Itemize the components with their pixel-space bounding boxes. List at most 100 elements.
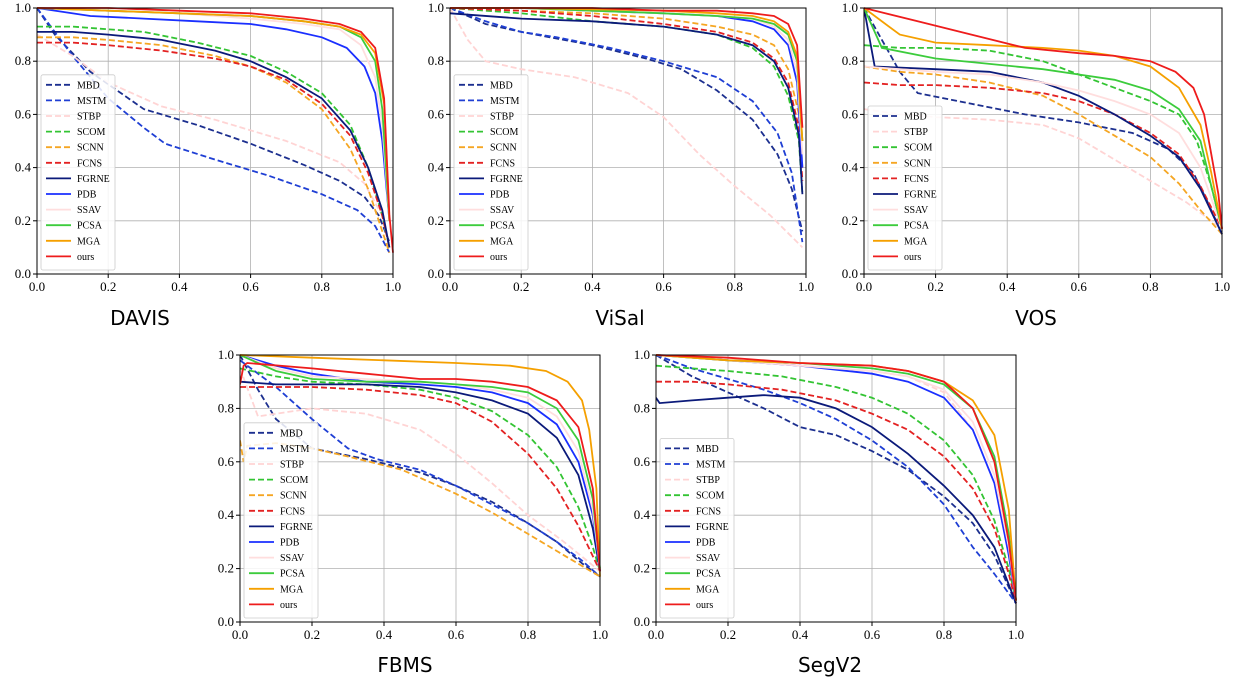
chart-panel-visal: 0.0 0.2 0.4 0.6 0.8 1.00.00.20.40.60.81.0MBDM… xyxy=(428,0,814,330)
panel-caption-fbms: FBMS xyxy=(377,653,432,677)
x-tick-label: 1.0 xyxy=(798,279,814,294)
chart-panel-vos: 0.0 0.2 0.4 0.6 0.8 1.0 0.0 0.2 0.4 0.6 0.8 1.0 MBD S… xyxy=(842,0,1230,330)
y-tick-label: 0.4 xyxy=(15,160,32,175)
legend-label-ssav: SSAV xyxy=(696,553,721,564)
series-line-ssav xyxy=(240,354,601,569)
legend-label-scom: SCOM xyxy=(77,127,105,138)
legend-label-pdb: PDB xyxy=(280,538,300,549)
legend-label-fgrne: FGRNE xyxy=(696,522,729,533)
series-line-ours xyxy=(37,7,394,253)
legend-label-scnn: SCNN xyxy=(280,491,307,502)
x-tick-label: 0.2 xyxy=(304,627,320,642)
series-line-fgrne xyxy=(240,380,601,572)
x-tick-label: 1.0 xyxy=(592,627,608,642)
x-tick-label: 0.0 xyxy=(442,279,458,294)
y-tick-label: 0.0 xyxy=(15,266,31,281)
legend-label-fcns: FCNS xyxy=(280,506,305,517)
legend-label-scnn: SCNN xyxy=(77,143,104,154)
series-line-scnn xyxy=(450,7,804,168)
y-tick-label: 0.8 xyxy=(634,400,650,415)
series-line-scom xyxy=(37,25,391,248)
plot-frame xyxy=(655,354,1017,623)
legend-label-ssav: SSAV xyxy=(280,553,305,564)
series-line-ours xyxy=(240,362,601,572)
series-line-mstm xyxy=(37,7,391,254)
chart-panel-davis: 0.0 0.2 0.4 0.6 0.8 1.00.00.20.40.60.81.0MBDM… xyxy=(15,0,401,330)
x-tick-label: 0.2 xyxy=(100,279,116,294)
legend-label-mbd: MBD xyxy=(280,428,303,439)
legend-label-scom: SCOM xyxy=(904,143,932,154)
legend-label-fgrne: FGRNE xyxy=(280,522,313,533)
plot-frame xyxy=(36,7,394,275)
y-tick-label: 0.0 xyxy=(842,266,858,281)
y-tick-label: 0.4 xyxy=(634,507,651,522)
legend-label-scnn: SCNN xyxy=(490,143,517,154)
plot-frame xyxy=(239,354,601,623)
y-tick-label: 1.0 xyxy=(218,347,234,362)
y-tick-label: 0.8 xyxy=(428,53,444,68)
x-tick-label: 0.4 xyxy=(584,279,601,294)
x-tick-label: 0.8 xyxy=(520,627,536,642)
legend-label-scnn: SCNN xyxy=(904,158,931,169)
y-tick-label: 0.2 xyxy=(428,213,444,228)
y-tick-label: 0.6 xyxy=(15,106,32,121)
panel-caption-davis: DAVIS xyxy=(110,306,170,330)
legend-label-pdb: PDB xyxy=(696,538,716,549)
x-tick-label: 0.6 xyxy=(864,627,881,642)
legend-label-ssav: SSAV xyxy=(490,205,515,216)
y-tick-label: 0.8 xyxy=(218,400,234,415)
series-line-mstm xyxy=(450,7,804,243)
y-tick-label: 0.2 xyxy=(15,213,31,228)
series-line-fcns xyxy=(864,81,1223,230)
legend-label-ours: ours xyxy=(696,600,713,611)
series-line-fgrne xyxy=(656,394,1017,604)
series-line-fcns xyxy=(37,41,391,248)
x-tick-label: 1.0 xyxy=(1214,279,1230,294)
legend-label-fcns: FCNS xyxy=(696,506,721,517)
legend-label-pdb: PDB xyxy=(77,190,97,201)
series-line-stbp xyxy=(37,33,391,248)
y-tick-label: 0.2 xyxy=(842,213,858,228)
x-tick-label: 0.6 xyxy=(448,627,465,642)
legend-label-pcsa: PCSA xyxy=(904,221,930,232)
legend-label-fcns: FCNS xyxy=(490,158,515,169)
series-line-stbp xyxy=(450,7,804,249)
chart-panel-segv2: 0.0 0.2 0.4 0.6 0.8 1.00.00.20.40.60.81.0MBDM… xyxy=(634,347,1024,677)
legend: MBD MSTM STBP SCOM SCNN FCNS FGRNE PDB SSAV PCSA M… xyxy=(453,74,529,271)
legend-label-fgrne: FGRNE xyxy=(904,190,937,201)
x-tick-label: 1.0 xyxy=(1008,627,1024,642)
plot-frame xyxy=(863,7,1223,275)
x-tick-label: 1.0 xyxy=(385,279,401,294)
legend-label-scom: SCOM xyxy=(280,475,308,486)
legend-label-mga: MGA xyxy=(77,236,101,247)
legend-label-scom: SCOM xyxy=(696,491,724,502)
x-tick-label: 0.4 xyxy=(999,279,1016,294)
y-tick-label: 1.0 xyxy=(634,347,650,362)
legend-label-fcns: FCNS xyxy=(77,158,102,169)
plot-frame xyxy=(449,7,807,275)
legend-label-stbp: STBP xyxy=(490,112,514,123)
series-line-mstm xyxy=(656,354,1017,604)
series-line-scnn xyxy=(37,36,391,253)
legend-label-mga: MGA xyxy=(904,236,928,247)
x-tick-label: 0.6 xyxy=(655,279,672,294)
series-line-pcsa xyxy=(864,7,1223,230)
series-line-ssav xyxy=(864,65,1223,230)
x-tick-label: 0.2 xyxy=(513,279,529,294)
legend-label-scom: SCOM xyxy=(490,127,518,138)
x-tick-label: 0.2 xyxy=(927,279,943,294)
series-line-fgrne xyxy=(450,12,804,195)
x-tick-label: 0.6 xyxy=(1071,279,1088,294)
legend: MBD STBP SCOM SCNN FCNS FGRNE SSAV PCSA MGA ours xyxy=(867,105,943,271)
legend-label-pcsa: PCSA xyxy=(280,569,306,580)
x-tick-label: 0.8 xyxy=(936,627,952,642)
x-tick-label: 0.8 xyxy=(727,279,743,294)
legend-label-ours: ours xyxy=(490,252,507,263)
legend-label-mbd: MBD xyxy=(77,80,100,91)
legend-label-mbd: MBD xyxy=(490,80,513,91)
series-line-scom xyxy=(450,7,804,195)
chart-panel-fbms: 0.0 0.2 0.4 0.6 0.8 1.00.00.20.40.60.81.0MBDM… xyxy=(218,347,608,677)
series-line-fcns xyxy=(240,386,601,572)
legend-label-mstm: MSTM xyxy=(280,444,310,455)
